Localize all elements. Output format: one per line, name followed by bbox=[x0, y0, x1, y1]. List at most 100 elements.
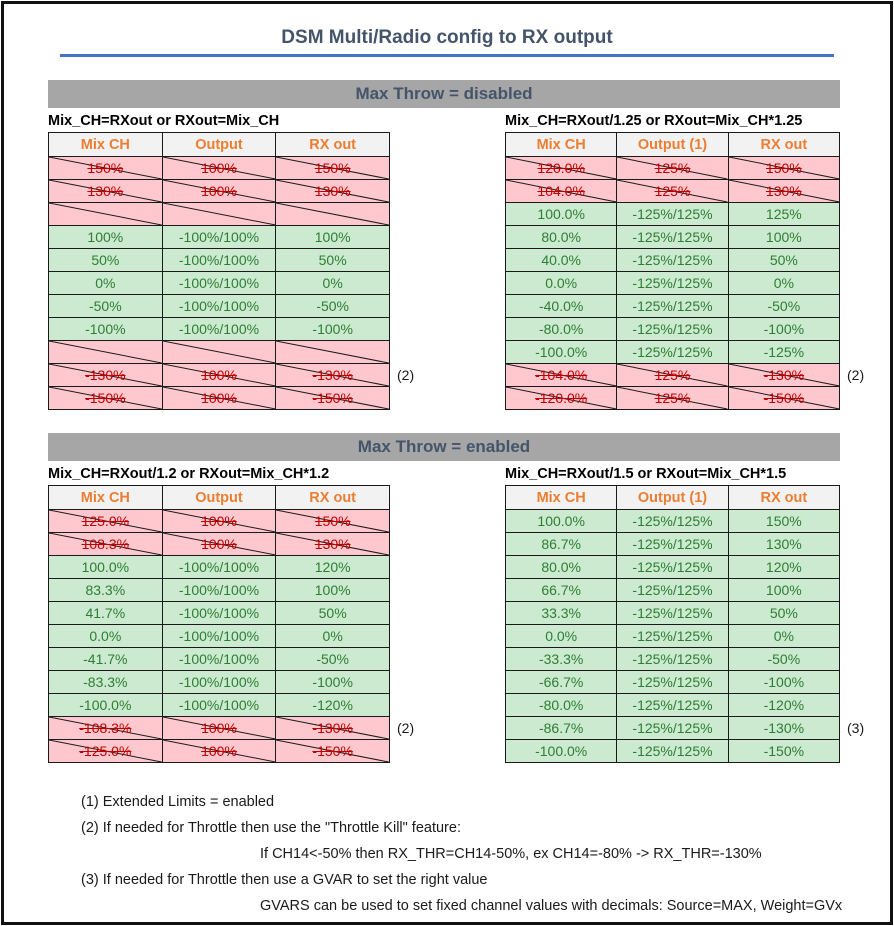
cell-value: -50% bbox=[88, 298, 122, 314]
cell-value: -150% bbox=[85, 390, 126, 406]
cell-value: 0% bbox=[773, 275, 794, 291]
diagonal-strike-line bbox=[162, 341, 276, 363]
value-cell: 100% bbox=[48, 225, 163, 249]
cell-value: 120% bbox=[765, 559, 802, 575]
cell-value: -130% bbox=[312, 367, 353, 383]
footnote-line: (2) If needed for Throttle then use the … bbox=[81, 820, 461, 836]
value-cell: 125% bbox=[616, 179, 729, 203]
value-cell: 100% bbox=[161, 739, 277, 763]
table-row: -50% -100%/100% -50% bbox=[48, 294, 390, 318]
value-cell: 130% bbox=[275, 532, 390, 556]
table-row: 66.7% -125%/125% 100% bbox=[504, 578, 841, 602]
cell-value: -100% bbox=[312, 674, 353, 690]
value-cell: -100% bbox=[48, 317, 163, 341]
cell-value: 150% bbox=[765, 160, 802, 176]
value-cell: -120% bbox=[727, 693, 841, 717]
config-table: Mix CH Output RX out 150% 100% 150% 130% 100% 13… bbox=[48, 132, 414, 410]
value-cell: -125% bbox=[727, 340, 841, 364]
cell-value: -125.0% bbox=[79, 743, 132, 759]
cell-value: -100%/100% bbox=[178, 252, 260, 268]
cell-value: -100% bbox=[85, 321, 126, 337]
table-row: 100.0% -100%/100% 120% bbox=[48, 555, 390, 579]
cell-value: 125% bbox=[654, 160, 691, 176]
header-row: Mix CH Output RX out bbox=[48, 132, 390, 157]
cell-value: 100.0% bbox=[537, 513, 585, 529]
value-cell: -100%/100% bbox=[161, 670, 277, 694]
cell-value: -125%/125% bbox=[632, 321, 713, 337]
table-row: -33.3% -125%/125% -50% bbox=[504, 647, 841, 671]
diagonal-strike-line bbox=[162, 203, 276, 225]
cell-value: -125%/125% bbox=[632, 743, 713, 759]
value-cell: 150% bbox=[727, 156, 841, 180]
table-row: -100.0% -125%/125% -125% bbox=[504, 340, 841, 364]
table-row: -80.0% -125%/125% -120% bbox=[504, 693, 841, 717]
value-cell: 50% bbox=[727, 248, 841, 272]
value-cell: 0% bbox=[275, 271, 390, 295]
cell-value: 150% bbox=[87, 160, 124, 176]
value-cell: -125%/125% bbox=[616, 647, 729, 671]
cell-value: 83.3% bbox=[85, 582, 126, 598]
cell-value: -150% bbox=[763, 743, 805, 759]
value-cell: 50% bbox=[48, 248, 163, 272]
value-cell: -150% bbox=[48, 386, 163, 410]
table-row: 120.0% 125% 150% bbox=[504, 156, 841, 180]
value-cell: -125%/125% bbox=[616, 532, 729, 556]
value-cell: -100%/100% bbox=[161, 601, 277, 625]
cell-value: 50% bbox=[318, 605, 347, 621]
table-row: -120.0% 125% -150% bbox=[504, 386, 841, 410]
cell-value: -80.0% bbox=[538, 697, 584, 713]
table-row: -86.7% -125%/125% -130% (3) bbox=[504, 716, 864, 740]
value-cell: 0% bbox=[727, 624, 841, 648]
footnote-line: (1) Extended Limits = enabled bbox=[81, 794, 275, 810]
cell-value: 0.0% bbox=[545, 628, 578, 644]
cell-value: 0% bbox=[322, 275, 343, 291]
value-cell: -108.3% bbox=[48, 716, 163, 740]
value-cell: 125.0% bbox=[48, 509, 163, 533]
cell-value: 130% bbox=[765, 536, 802, 552]
value-cell: -125%/125% bbox=[616, 693, 729, 717]
cell-value: -125%/125% bbox=[632, 275, 713, 291]
table-row: 104.0% 125% 130% bbox=[504, 179, 841, 203]
cell-value: 100% bbox=[201, 183, 237, 199]
value-cell bbox=[161, 340, 277, 364]
cell-value: -100%/100% bbox=[178, 605, 260, 621]
table-row: 100% -100%/100% 100% bbox=[48, 225, 390, 249]
column-header: RX out bbox=[275, 132, 390, 157]
cell-value: -41.7% bbox=[83, 651, 128, 667]
table-row: -40.0% -125%/125% -50% bbox=[504, 294, 841, 318]
cell-value: 50% bbox=[318, 252, 347, 268]
value-cell bbox=[275, 202, 390, 226]
cell-value: -150% bbox=[312, 743, 353, 759]
table-row: 0.0% -100%/100% 0% bbox=[48, 624, 390, 648]
value-cell: -125%/125% bbox=[616, 340, 729, 364]
footnotes: (1) Extended Limits = enabled (2) If nee… bbox=[48, 789, 843, 919]
cell-value: 100% bbox=[201, 160, 237, 176]
value-cell: 120% bbox=[275, 555, 390, 579]
footnote-line: GVARS can be used to set fixed channel v… bbox=[260, 898, 843, 914]
value-cell: 100% bbox=[727, 225, 841, 249]
value-cell: 0.0% bbox=[504, 624, 618, 648]
table-row bbox=[48, 202, 390, 226]
value-cell: -100.0% bbox=[504, 739, 618, 763]
cell-value: -100% bbox=[763, 321, 805, 337]
value-cell: -100% bbox=[727, 670, 841, 694]
table-row: 83.3% -100%/100% 100% bbox=[48, 578, 390, 602]
cell-value: 50% bbox=[91, 252, 120, 268]
value-cell: 100.0% bbox=[504, 509, 618, 533]
table-row: 40.0% -125%/125% 50% bbox=[504, 248, 841, 272]
value-cell: 66.7% bbox=[504, 578, 618, 602]
table-row bbox=[48, 340, 390, 364]
value-cell: 100% bbox=[275, 578, 390, 602]
cell-value: 130% bbox=[87, 183, 124, 199]
column-header: Mix CH bbox=[48, 485, 163, 510]
cell-value: -100% bbox=[312, 321, 353, 337]
value-cell: -50% bbox=[727, 294, 841, 318]
value-cell: 0% bbox=[727, 271, 841, 295]
diagonal-strike-line bbox=[276, 341, 389, 363]
cell-value: 130% bbox=[314, 183, 351, 199]
footnote-marker: (3) bbox=[847, 720, 865, 736]
cell-value: 41.7% bbox=[85, 605, 126, 621]
cell-value: -100%/100% bbox=[178, 275, 260, 291]
value-cell: 100% bbox=[161, 363, 277, 387]
cell-value: -83.3% bbox=[83, 674, 128, 690]
